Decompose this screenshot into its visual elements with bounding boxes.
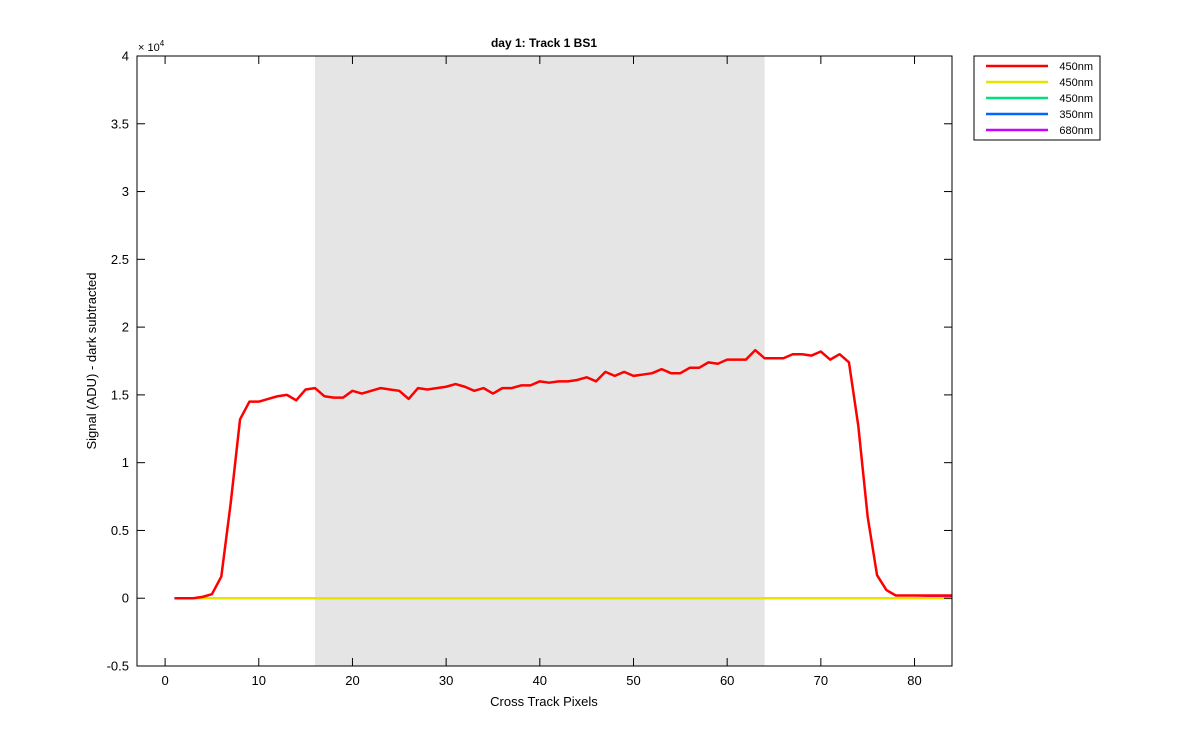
y-axis: -0.5 0 0.5 1 1.5 2 2.5 3 3.5 4 (107, 49, 952, 674)
y-tick-label: 2.5 (111, 252, 129, 267)
y-axis-label: Signal (ADU) - dark subtracted (84, 272, 99, 449)
y-tick-label: 0.5 (111, 523, 129, 538)
legend-label: 450nm (1059, 61, 1093, 73)
y-multiplier: × 10 (138, 42, 160, 54)
y-tick-label: 3 (122, 184, 129, 199)
y-tick-label: 3.5 (111, 116, 129, 131)
y-exponent-label: × 104 (138, 39, 165, 54)
x-tick-label: 10 (252, 673, 266, 688)
x-axis: 0 10 20 30 40 50 60 70 80 (161, 56, 922, 688)
legend-label: 680nm (1059, 125, 1093, 137)
y-tick-label: 1.5 (111, 387, 129, 402)
x-tick-label: 0 (161, 673, 168, 688)
x-tick-label: 50 (626, 673, 640, 688)
legend: 450nm 450nm 450nm 350nm 680nm (973, 55, 1101, 141)
legend-label: 450nm (1059, 93, 1093, 105)
y-tick-label: 4 (122, 49, 129, 64)
series-layer (174, 348, 953, 600)
y-tick-label: -0.5 (107, 659, 129, 674)
legend-label: 350nm (1059, 109, 1093, 121)
y-tick-label: 0 (122, 591, 129, 606)
y-tick-label: 2 (122, 320, 129, 335)
x-axis-label: Cross Track Pixels (490, 694, 598, 709)
y-exponent: 4 (160, 39, 165, 48)
x-tick-label: 30 (439, 673, 453, 688)
x-tick-label: 20 (345, 673, 359, 688)
x-tick-label: 60 (720, 673, 734, 688)
legend-label: 450nm (1059, 77, 1093, 89)
chart-title: day 1: Track 1 BS1 (491, 36, 597, 50)
shaded-region (314, 56, 765, 666)
plot-frame (136, 55, 953, 667)
x-tick-label: 80 (907, 673, 921, 688)
x-tick-label: 40 (533, 673, 547, 688)
y-tick-label: 1 (122, 455, 129, 470)
x-tick-label: 70 (814, 673, 828, 688)
series-line-1 (174, 348, 952, 600)
